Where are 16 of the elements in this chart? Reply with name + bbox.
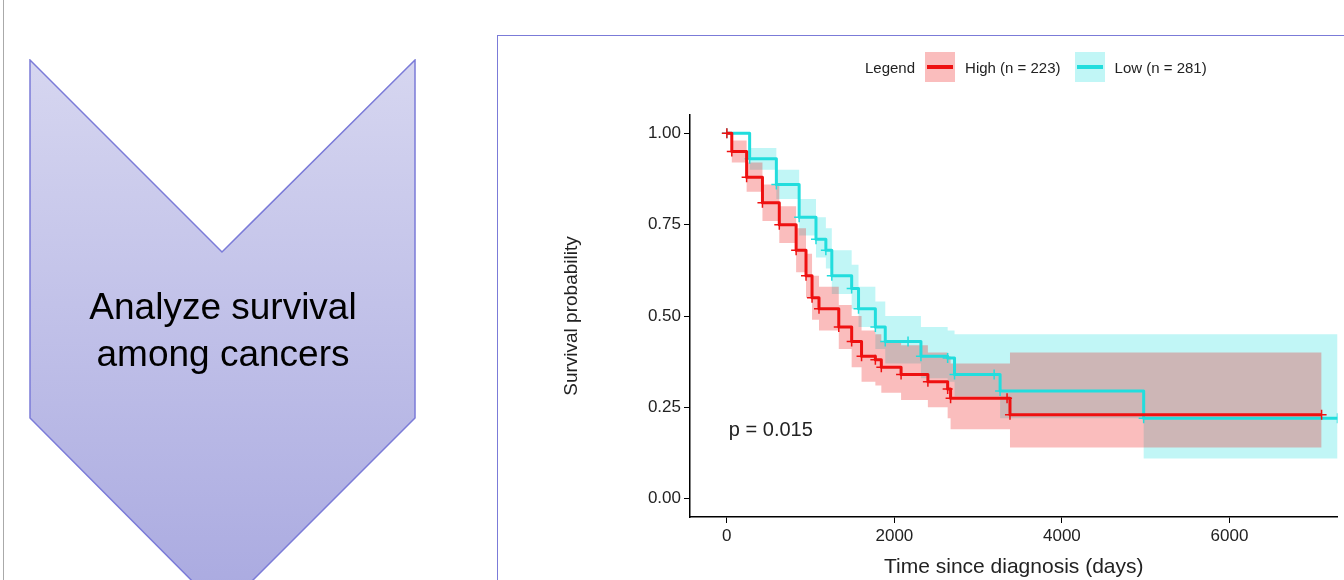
legend-label: Low (n = 281) <box>1114 58 1207 76</box>
x-tick-label: 2000 <box>875 525 914 545</box>
x-tick-label: 0 <box>722 525 732 545</box>
x-tick-label: 4000 <box>1043 525 1081 545</box>
y-axis-title: Survival probability <box>559 235 581 396</box>
legend-label: High (n = 223) <box>965 58 1061 76</box>
y-tick-label: 0.25 <box>647 397 681 417</box>
y-tick-label: 1.00 <box>647 122 681 142</box>
x-axis-title: Time since diagnosis (days) <box>884 554 1144 578</box>
y-tick-label: 0.00 <box>647 488 681 508</box>
y-tick-label: 0.50 <box>647 305 681 325</box>
text: Analyze survival among cancers <box>88 285 358 376</box>
x-tick-label: 6000 <box>1210 525 1249 545</box>
legend-title: Legend <box>865 58 916 76</box>
annotation: p = 0.015 <box>728 418 813 441</box>
y-tick-label: 0.75 <box>647 214 681 234</box>
